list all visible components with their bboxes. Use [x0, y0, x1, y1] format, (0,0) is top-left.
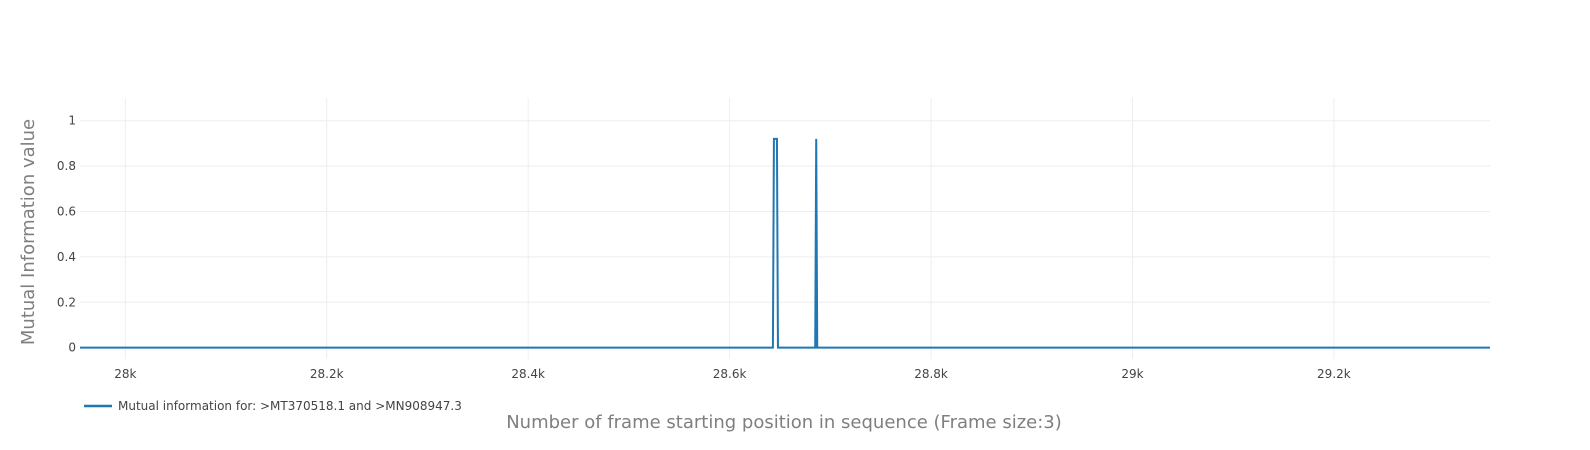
x-tick-label: 28k [114, 367, 136, 381]
y-axis-title: Mutual Information value [18, 119, 39, 345]
x-tick-label: 28.6k [713, 367, 747, 381]
legend-label: Mutual information for: >MT370518.1 and … [118, 399, 462, 413]
x-axis-ticks: 28k 28.2k 28.4k 28.6k 28.8k 29k 29.2k [114, 367, 1351, 381]
y-tick-label: 1 [68, 114, 76, 128]
y-axis-ticks: 0 0.2 0.4 0.6 0.8 1 [57, 114, 76, 355]
x-tick-label: 29k [1121, 367, 1143, 381]
x-tick-label: 28.2k [310, 367, 344, 381]
y-tick-label: 0.2 [57, 295, 76, 309]
series-line[interactable] [80, 137, 1490, 349]
x-tick-label: 29.2k [1317, 367, 1351, 381]
y-tick-label: 0 [68, 341, 76, 355]
x-axis-title: Number of frame starting position in seq… [506, 412, 1062, 433]
series-layer [80, 137, 1490, 349]
y-tick-label: 0.4 [57, 250, 76, 264]
grid [80, 98, 1490, 359]
y-tick-label: 0.8 [57, 159, 76, 173]
x-tick-label: 28.4k [511, 367, 545, 381]
x-tick-label: 28.8k [914, 367, 948, 381]
y-tick-label: 0.6 [57, 204, 76, 218]
legend[interactable]: Mutual information for: >MT370518.1 and … [84, 399, 462, 413]
